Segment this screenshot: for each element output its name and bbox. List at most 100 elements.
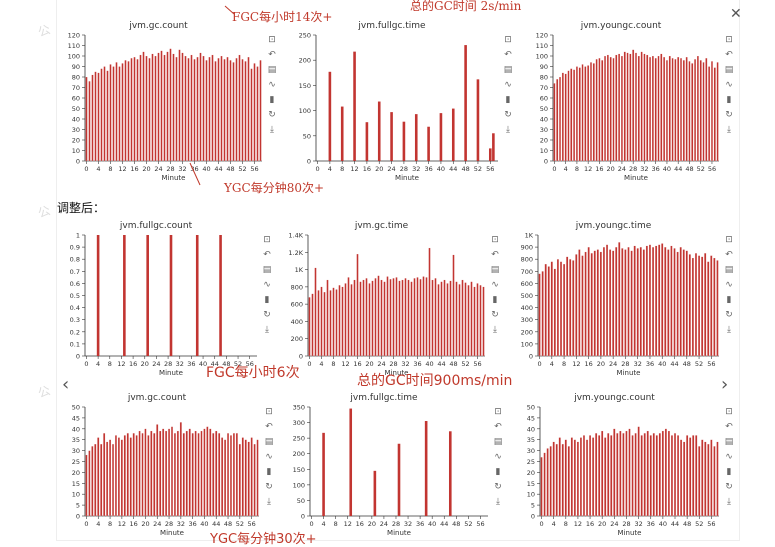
zoom-icon[interactable]: ⊡ bbox=[263, 235, 271, 245]
line-chart-icon[interactable]: ∿ bbox=[263, 280, 271, 290]
x-tick-label: 12 bbox=[117, 360, 125, 368]
data-view-icon[interactable]: ▤ bbox=[264, 437, 274, 447]
data-view-icon[interactable]: ▤ bbox=[503, 65, 513, 75]
x-tick-label: 24 bbox=[152, 360, 160, 368]
restore-icon[interactable]: ↻ bbox=[504, 110, 512, 120]
line-chart-icon[interactable]: ∿ bbox=[268, 80, 276, 90]
zoom-reset-icon[interactable]: ↶ bbox=[504, 50, 512, 60]
bar bbox=[618, 53, 621, 162]
line-chart-icon[interactable]: ∿ bbox=[725, 80, 733, 90]
download-icon[interactable]: ⤓ bbox=[265, 325, 269, 335]
bar-chart-icon[interactable]: ▮ bbox=[269, 95, 275, 105]
bar-chart-icon[interactable]: ▮ bbox=[492, 295, 498, 305]
restore-icon[interactable]: ↻ bbox=[494, 482, 502, 492]
zoom-reset-icon[interactable]: ↶ bbox=[268, 50, 276, 60]
download-icon[interactable]: ⤓ bbox=[727, 125, 731, 135]
line-chart-icon[interactable]: ∿ bbox=[494, 452, 502, 462]
bar bbox=[197, 433, 200, 517]
close-icon[interactable]: ✕ bbox=[730, 6, 742, 22]
bar bbox=[344, 283, 347, 357]
restore-icon[interactable]: ↻ bbox=[263, 310, 271, 320]
bar bbox=[631, 435, 634, 517]
zoom-icon[interactable]: ⊡ bbox=[504, 35, 512, 45]
data-view-icon[interactable]: ▤ bbox=[267, 65, 277, 75]
download-icon[interactable]: ⤓ bbox=[727, 325, 731, 335]
data-view-icon[interactable]: ▤ bbox=[490, 265, 500, 275]
restore-icon[interactable]: ↻ bbox=[268, 110, 276, 120]
bar-chart-icon[interactable]: ▮ bbox=[264, 295, 270, 305]
bar bbox=[695, 435, 698, 517]
zoom-reset-icon[interactable]: ↶ bbox=[725, 422, 733, 432]
x-tick-label: 24 bbox=[618, 165, 626, 173]
data-view-icon[interactable]: ▤ bbox=[724, 437, 734, 447]
arrow-top-fgc bbox=[224, 5, 235, 15]
data-view-icon[interactable]: ▤ bbox=[262, 265, 272, 275]
zoom-icon[interactable]: ⊡ bbox=[491, 235, 499, 245]
bar bbox=[109, 64, 112, 162]
bar bbox=[132, 433, 135, 517]
zoom-icon[interactable]: ⊡ bbox=[725, 35, 733, 45]
bar-chart-icon[interactable]: ▮ bbox=[726, 295, 732, 305]
bar bbox=[661, 430, 664, 517]
restore-icon[interactable]: ↻ bbox=[491, 310, 499, 320]
zoom-reset-icon[interactable]: ↶ bbox=[265, 422, 273, 432]
zoom-reset-icon[interactable]: ↶ bbox=[725, 250, 733, 260]
y-tick-label: 70 bbox=[72, 84, 80, 92]
y-tick-label: 0 bbox=[76, 353, 80, 361]
zoom-icon[interactable]: ⊡ bbox=[494, 407, 502, 417]
chart-title: jvm.fullgc.time bbox=[350, 393, 418, 403]
bar-chart-icon[interactable]: ▮ bbox=[266, 467, 272, 477]
download-icon[interactable]: ⤓ bbox=[727, 497, 731, 507]
zoom-reset-icon[interactable]: ↶ bbox=[725, 50, 733, 60]
x-tick-label: 52 bbox=[697, 165, 705, 173]
bar bbox=[205, 60, 208, 162]
x-tick-label: 8 bbox=[108, 165, 112, 173]
data-view-icon[interactable]: ▤ bbox=[493, 437, 503, 447]
data-view-icon[interactable]: ▤ bbox=[724, 265, 734, 275]
zoom-icon[interactable]: ⊡ bbox=[268, 35, 276, 45]
zoom-reset-icon[interactable]: ↶ bbox=[491, 250, 499, 260]
restore-icon[interactable]: ↻ bbox=[725, 482, 733, 492]
prev-icon[interactable]: ‹ bbox=[62, 374, 70, 395]
download-icon[interactable]: ⤓ bbox=[506, 125, 510, 135]
download-icon[interactable]: ⤓ bbox=[267, 497, 271, 507]
line-chart-icon[interactable]: ∿ bbox=[725, 280, 733, 290]
bar bbox=[232, 62, 235, 162]
bar bbox=[347, 277, 350, 357]
zoom-reset-icon[interactable]: ↶ bbox=[263, 250, 271, 260]
x-axis-label: Minute bbox=[617, 369, 641, 377]
download-icon[interactable]: ⤓ bbox=[270, 125, 274, 135]
data-view-icon[interactable]: ▤ bbox=[724, 65, 734, 75]
download-icon[interactable]: ⤓ bbox=[496, 497, 500, 507]
line-chart-icon[interactable]: ∿ bbox=[265, 452, 273, 462]
bar-chart-icon[interactable]: ▮ bbox=[726, 95, 732, 105]
restore-icon[interactable]: ↻ bbox=[265, 482, 273, 492]
bar-chart-icon[interactable]: ▮ bbox=[726, 467, 732, 477]
bar bbox=[573, 439, 576, 517]
restore-icon[interactable]: ↻ bbox=[725, 310, 733, 320]
bar bbox=[129, 437, 132, 517]
restore-icon[interactable]: ↻ bbox=[725, 110, 733, 120]
zoom-icon[interactable]: ⊡ bbox=[725, 407, 733, 417]
x-tick-label: 24 bbox=[610, 520, 618, 528]
bar bbox=[615, 247, 618, 357]
bar bbox=[141, 433, 144, 517]
zoom-icon[interactable]: ⊡ bbox=[725, 235, 733, 245]
bar-chart-icon[interactable]: ▮ bbox=[495, 467, 501, 477]
bar bbox=[601, 430, 604, 517]
zoom-icon[interactable]: ⊡ bbox=[265, 407, 273, 417]
bar bbox=[598, 57, 601, 162]
bar bbox=[488, 148, 492, 161]
line-chart-icon[interactable]: ∿ bbox=[725, 452, 733, 462]
zoom-reset-icon[interactable]: ↶ bbox=[494, 422, 502, 432]
bar bbox=[377, 275, 380, 357]
bar bbox=[100, 443, 103, 517]
download-icon[interactable]: ⤓ bbox=[493, 325, 497, 335]
section-label-after-tuning: 调整后： bbox=[57, 201, 106, 215]
line-chart-icon[interactable]: ∿ bbox=[491, 280, 499, 290]
chart-panel-bottom-gc-count: jvm.gc.count ⊡ ↶ ▤ ∿ ▮ ↻ ⤓ 0 5 10 15 20 25 30 35 40 45 50 0… bbox=[57, 392, 279, 540]
bar-chart-icon[interactable]: ▮ bbox=[505, 95, 511, 105]
line-chart-icon[interactable]: ∿ bbox=[504, 80, 512, 90]
next-icon[interactable]: › bbox=[721, 374, 729, 395]
